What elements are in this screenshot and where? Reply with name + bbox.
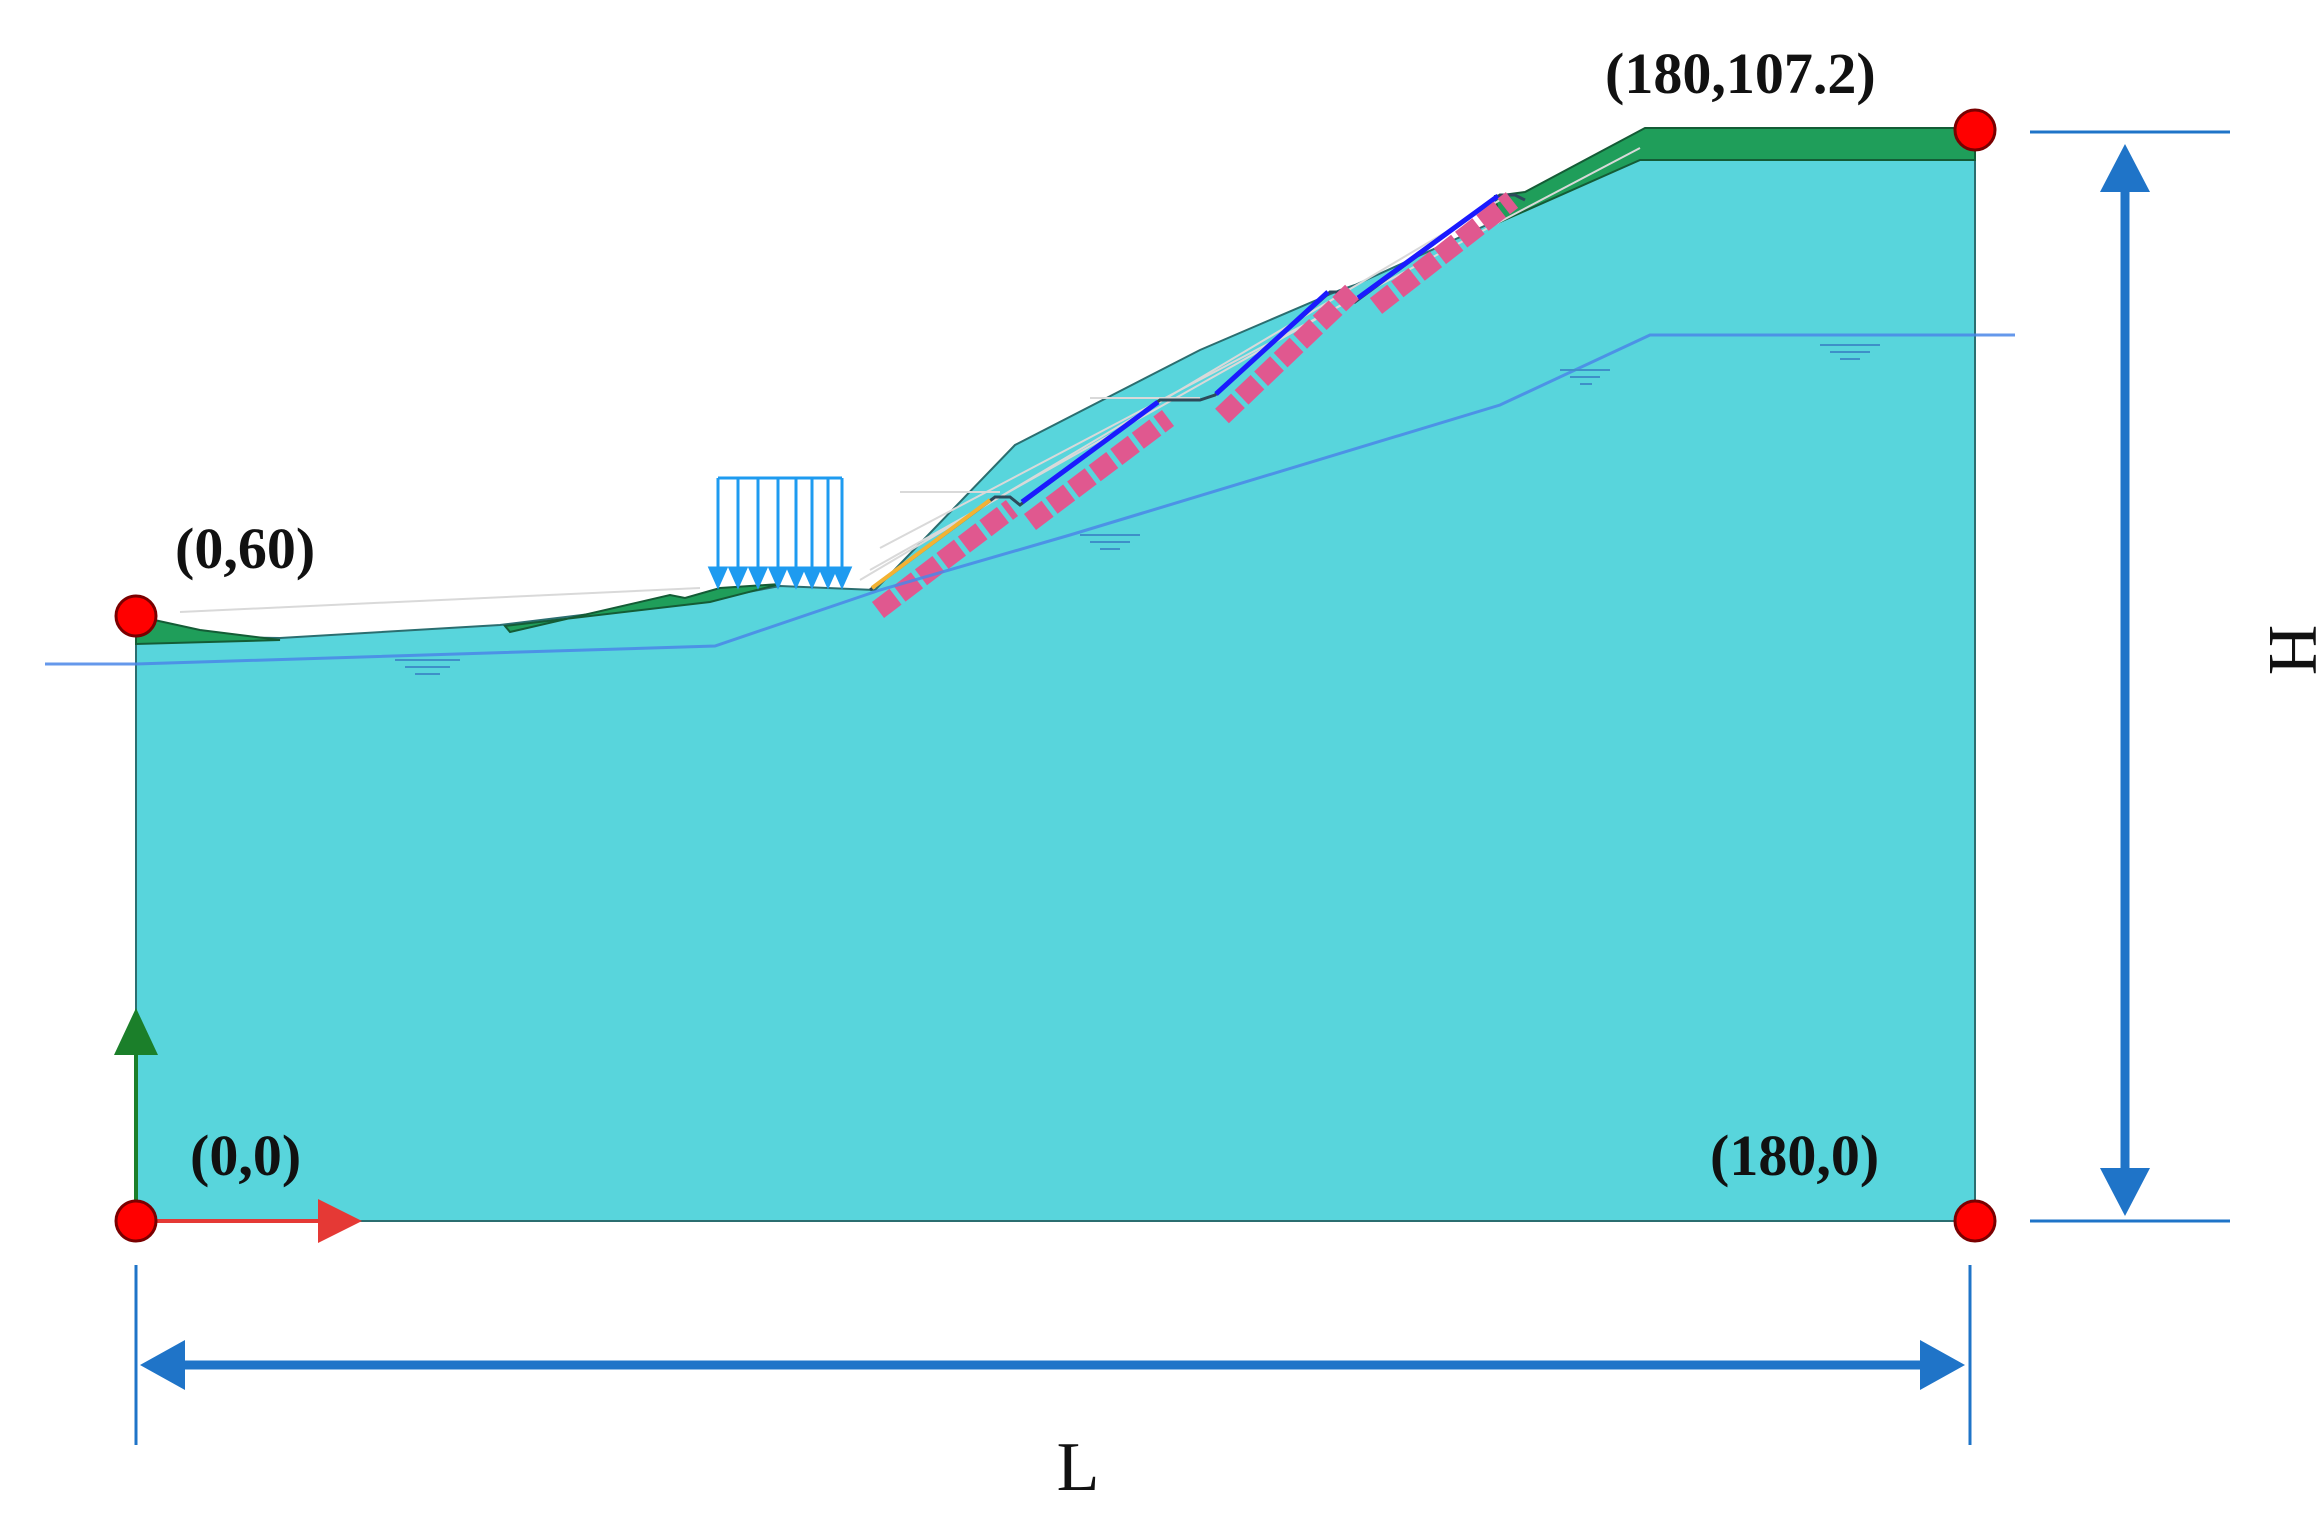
water-table-symbols: [395, 344, 1880, 675]
distributed-load: [707, 476, 853, 590]
corner-point-top-right: [1953, 108, 1997, 152]
corner-point-top-left: [114, 594, 158, 638]
facing-4: [1356, 193, 1500, 301]
label-top-right: (180,107.2): [1605, 41, 1876, 106]
anchor-3: [1215, 284, 1359, 424]
slope-face: [869, 193, 1526, 592]
y-axis-arrow: [114, 1008, 158, 1221]
label-top-left: (0,60): [175, 516, 315, 581]
surface-layer-bench: [503, 583, 781, 634]
label-bottom-right: (180,0): [1710, 1123, 1879, 1188]
corner-point-bottom-right: [1953, 1199, 1997, 1243]
soil-body: [135, 159, 1976, 1222]
width-dimension: [134, 1265, 1972, 1445]
facing-2: [1020, 399, 1160, 505]
facing-3: [1214, 290, 1330, 396]
surface-layer-left: [135, 614, 281, 646]
x-axis-arrow: [136, 1199, 362, 1243]
water-table-line: [45, 333, 2015, 666]
facing-lower: [870, 498, 992, 590]
anchors: [871, 192, 1519, 618]
anchor-1: [871, 500, 1019, 618]
corner-point-bottom-left: [114, 1199, 158, 1243]
width-label: L: [1057, 1429, 1100, 1506]
label-bottom-left: (0,0): [190, 1123, 301, 1188]
height-dimension: [2030, 130, 2230, 1223]
height-label: H: [2254, 625, 2318, 676]
anchor-4: [1369, 192, 1519, 314]
anchor-2: [1023, 410, 1175, 530]
